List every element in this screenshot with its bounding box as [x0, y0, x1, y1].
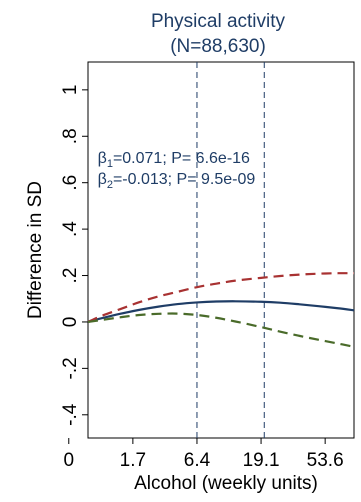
y-axis: 1 .8 .6 .4 .2 0 -.2 -.4 — [60, 85, 88, 426]
y-tick-label: -.4 — [60, 403, 81, 426]
plot-area-frame — [87, 61, 355, 439]
x-tick-label: 6.4 — [184, 450, 211, 471]
chart-subtitle: (N=88,630) — [170, 36, 266, 57]
beta-annotation-2: β2=-0.013; P= 9.5e-09 — [98, 171, 256, 191]
y-tick-label: -.2 — [60, 357, 81, 379]
x-tick-label: 19.1 — [243, 450, 280, 471]
series-layer — [87, 272, 355, 348]
y-tick-label: .2 — [60, 268, 81, 284]
series-line-estimate — [87, 300, 355, 324]
beta-annotation-1: β1=0.071; P= 6.6e-16 — [98, 150, 250, 170]
y-tick-label: 0 — [60, 317, 81, 328]
y-tick-label: 1 — [60, 85, 81, 96]
x-axis: 0 1.7 6.4 19.1 53.6 — [63, 438, 344, 471]
x-tick-label: 1.7 — [120, 450, 146, 471]
series-line-lower-ci — [87, 312, 355, 348]
y-axis-label: Difference in SD — [25, 181, 46, 319]
y-tick-label: .8 — [60, 128, 81, 144]
x-tick-label: 0 — [63, 450, 74, 471]
x-tick-label: 53.6 — [307, 450, 344, 471]
reference-lines — [196, 62, 265, 438]
x-axis-label: Alcohol (weekly units) — [134, 473, 318, 494]
y-tick-label: .4 — [60, 221, 81, 237]
y-tick-label: .6 — [60, 175, 81, 191]
series-line-upper-ci — [87, 272, 355, 323]
chart-title: Physical activity — [151, 11, 286, 32]
